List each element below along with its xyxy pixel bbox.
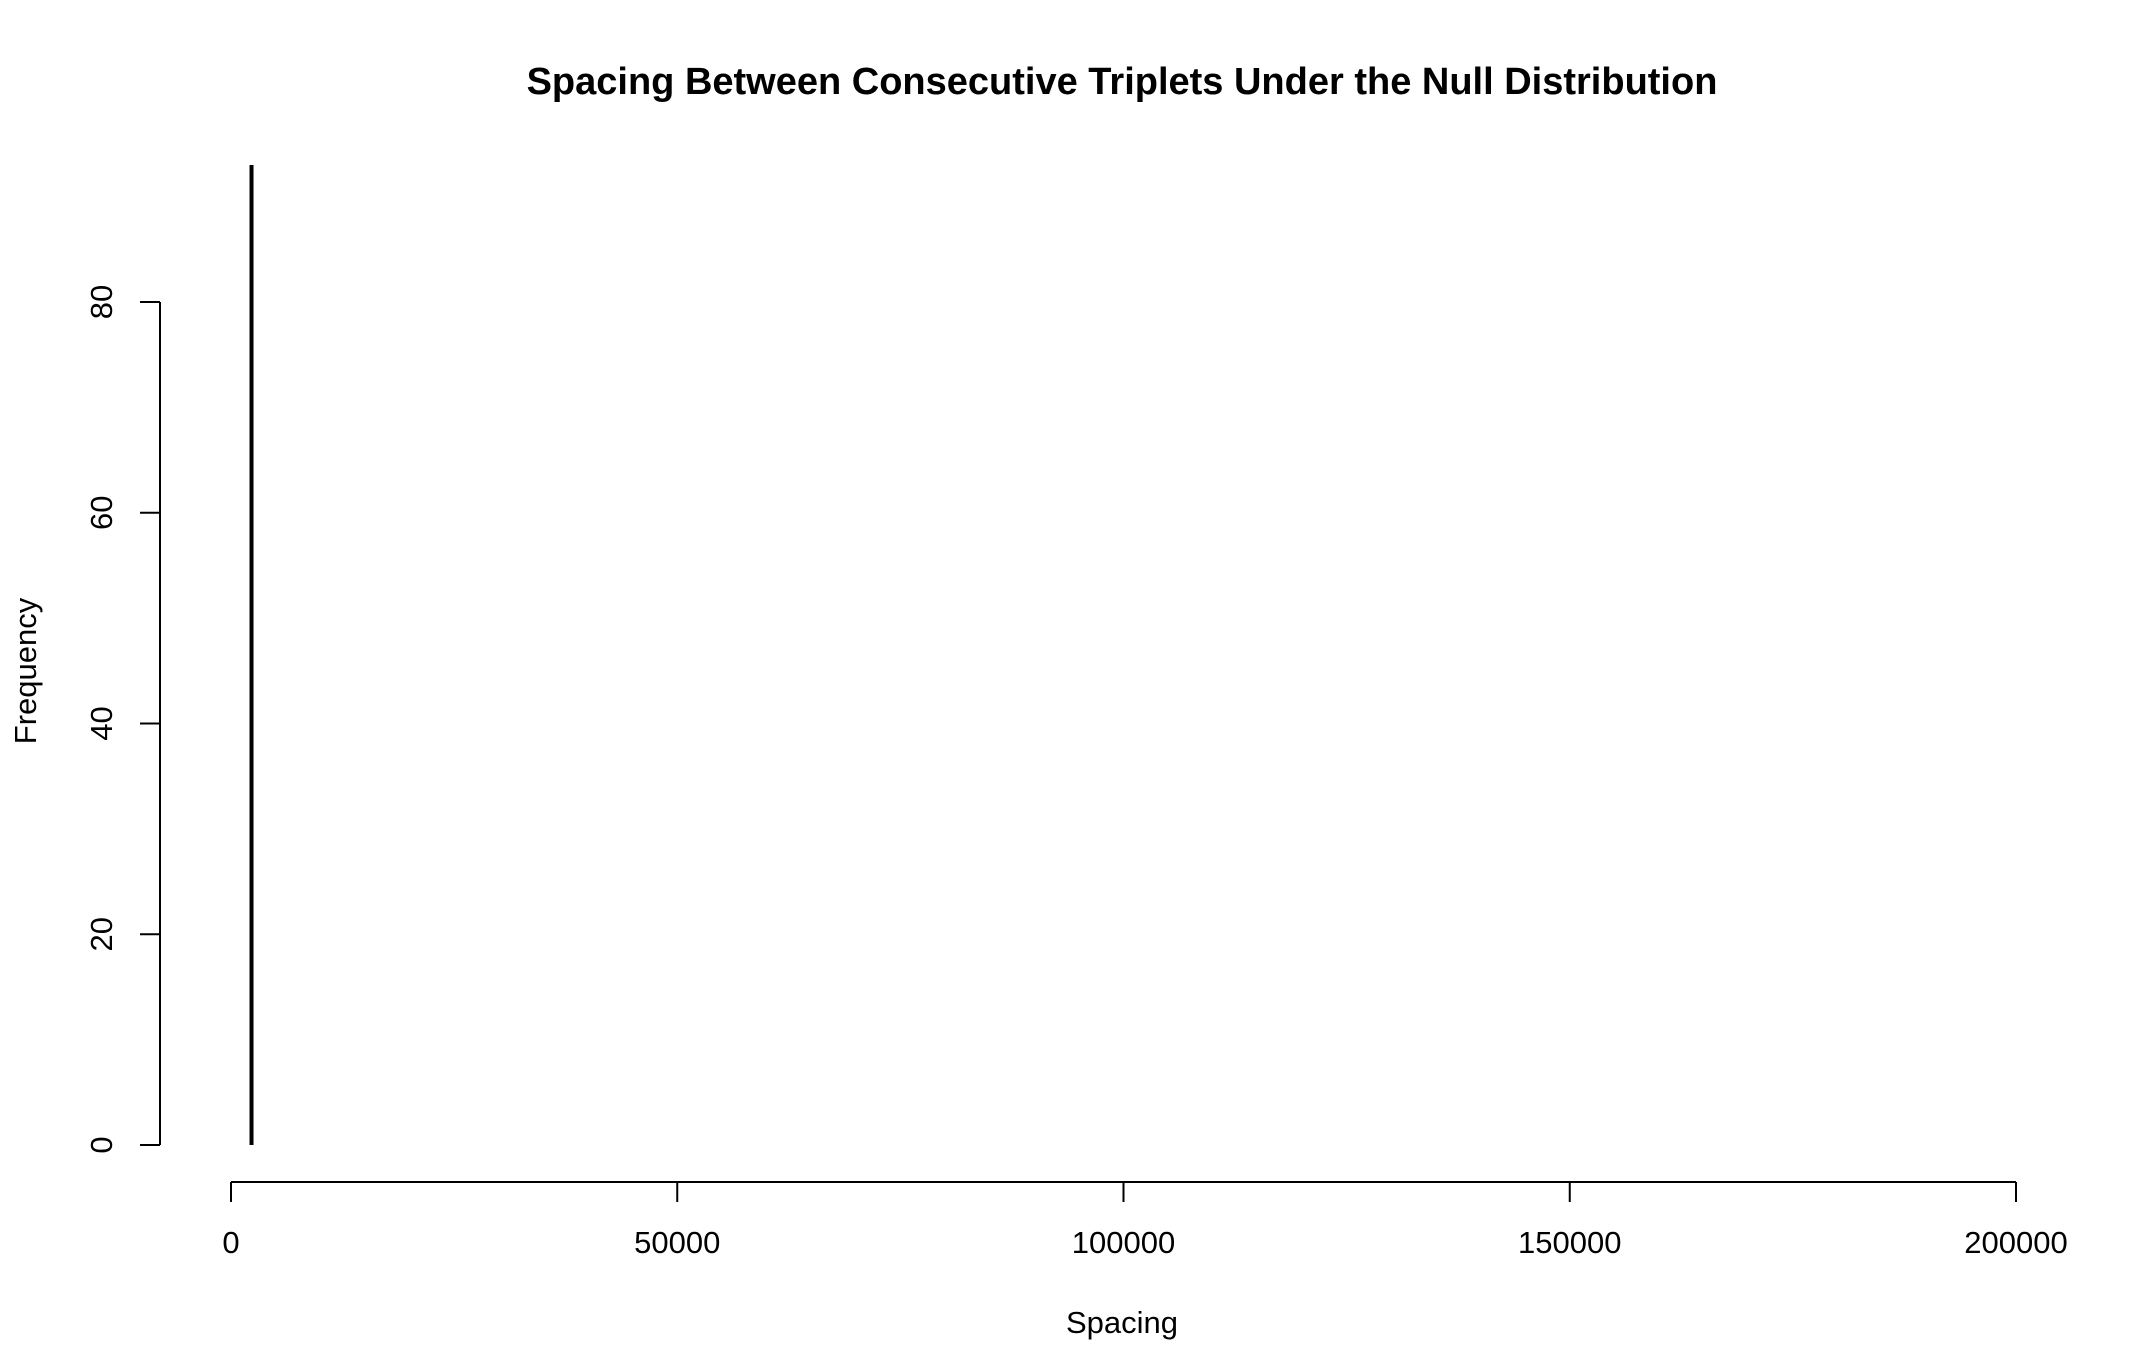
y-tick-label: 20 [84, 917, 119, 951]
y-axis-label: Frequency [8, 597, 43, 744]
y-axis: 0 20 40 60 80 [84, 285, 161, 1154]
x-tick-label: 200000 [1964, 1225, 2067, 1260]
x-axis-ticks: 0 50000 100000 150000 200000 [222, 1182, 2068, 1260]
x-tick-label: 100000 [1072, 1225, 1175, 1260]
x-axis-label: Spacing [1066, 1305, 1178, 1340]
histogram-bar [249, 165, 254, 1145]
y-axis-ticks: 0 20 40 60 80 [84, 285, 160, 1154]
x-tick-label: 0 [222, 1225, 239, 1260]
x-axis: 0 50000 100000 150000 200000 [222, 1181, 2068, 1260]
histogram-bars [249, 165, 254, 1145]
y-tick-label: 0 [84, 1136, 119, 1153]
x-tick-label: 150000 [1518, 1225, 1621, 1260]
y-tick-label: 60 [84, 496, 119, 530]
y-tick-label: 40 [84, 706, 119, 740]
chart-title: Spacing Between Consecutive Triplets Und… [527, 61, 1718, 103]
y-tick-label: 80 [84, 285, 119, 319]
x-tick-label: 50000 [634, 1225, 720, 1260]
